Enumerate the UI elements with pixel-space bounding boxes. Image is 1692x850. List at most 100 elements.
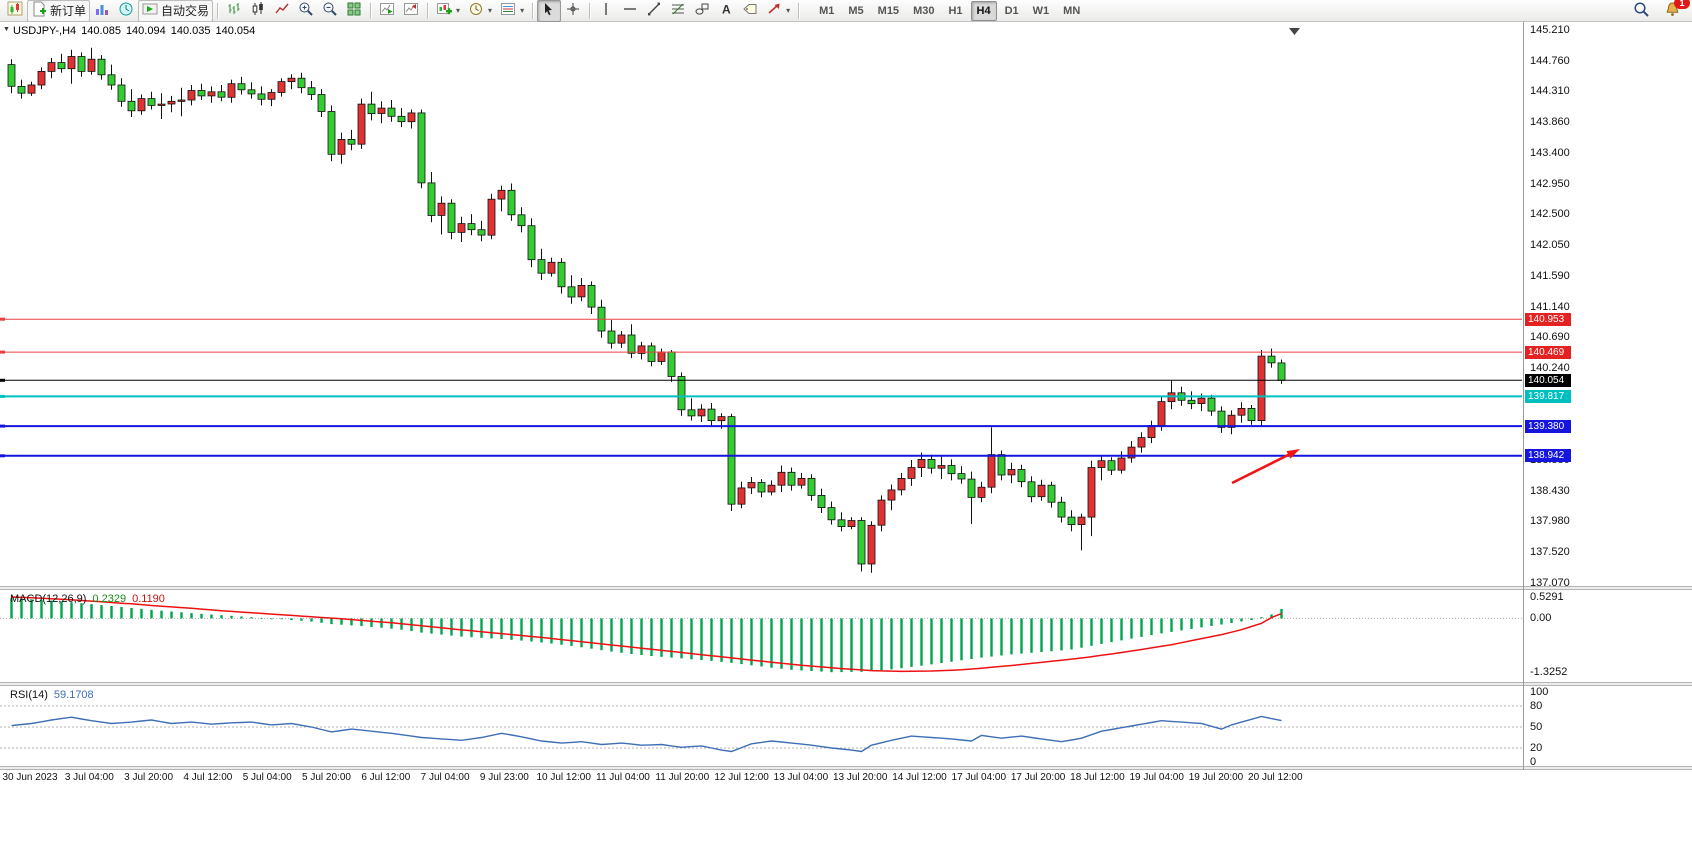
auto-scroll-icon: [379, 1, 395, 20]
time-axis-label: 5 Jul 20:00: [302, 772, 351, 783]
vertical-line-button[interactable]: [594, 0, 618, 22]
horizontal-lines: [0, 317, 1522, 458]
price-axis-label: 143.860: [1530, 115, 1570, 128]
pane-separators[interactable]: [0, 586, 1692, 770]
chevron-down-icon: ▾: [786, 6, 791, 15]
price-axis-label: 137.520: [1530, 546, 1570, 559]
toolbar-separator: [217, 2, 219, 19]
rsi-value: 59.1708: [53, 689, 94, 701]
line-anchor[interactable]: [0, 317, 5, 321]
market-watch-button[interactable]: [114, 0, 138, 22]
price-axis-label: 142.500: [1530, 208, 1570, 221]
timeframe-button-mn[interactable]: MN: [1063, 4, 1081, 17]
timeframe-button-m1[interactable]: M1: [819, 4, 835, 17]
macd-axis-label: 0.00: [1530, 612, 1552, 625]
toolbar-separator: [532, 2, 534, 19]
price-tag: 138.942: [1525, 449, 1571, 463]
search-icon: [1633, 1, 1650, 21]
rsi-line: [11, 715, 1282, 753]
time-axis-label: 9 Jul 23:00: [479, 772, 529, 783]
timeframe-button-m5[interactable]: M5: [848, 4, 864, 17]
tile-windows-icon: [346, 1, 362, 20]
crosshair-button[interactable]: [561, 0, 585, 22]
macd-name: MACD(12,26,9): [10, 593, 87, 605]
timeframe-button-w1[interactable]: W1: [1032, 4, 1050, 17]
timeframe-button-m15[interactable]: M15: [877, 4, 900, 17]
new-chart-icon: [436, 1, 453, 20]
timeframe-button-m30[interactable]: M30: [913, 4, 935, 17]
text-button[interactable]: A: [714, 0, 738, 22]
bars-chart-button[interactable]: [222, 0, 246, 22]
fibonacci-button[interactable]: [666, 0, 690, 22]
chevron-down-icon: ▾: [488, 6, 493, 15]
zoom-in-button[interactable]: [294, 0, 318, 22]
line-anchor[interactable]: [0, 378, 5, 382]
timeframe-button-h4[interactable]: H4: [970, 0, 997, 21]
trend-arrow-annotation[interactable]: [1231, 449, 1300, 485]
line-anchor[interactable]: [0, 350, 5, 354]
label-button[interactable]: [738, 0, 762, 22]
profiles-button[interactable]: [90, 0, 114, 22]
time-axis-label: 4 Jul 12:00: [183, 772, 233, 783]
notification-button[interactable]: 1: [1660, 0, 1690, 22]
collapse-ohlc-icon[interactable]: ▼: [3, 26, 10, 33]
zoom-out-button[interactable]: [318, 0, 342, 22]
auto-scroll-button[interactable]: [375, 0, 399, 22]
chart-shift-marker[interactable]: [1289, 28, 1300, 35]
trendline-button[interactable]: [642, 0, 666, 22]
bars-chart-icon: [226, 1, 242, 20]
rsi-level-lines: [0, 705, 1522, 749]
macd-main-value: 0.2329: [92, 593, 127, 605]
periods-button[interactable]: ▾: [464, 0, 496, 22]
chart-shift-icon: [403, 1, 419, 20]
time-axis-label: 11 Jul 04:00: [596, 772, 650, 783]
chart-shift-button[interactable]: [399, 0, 423, 22]
ohlc-low: 140.035: [170, 25, 211, 37]
price-axis-label: 140.690: [1530, 331, 1570, 344]
chart-app-button[interactable]: [3, 0, 27, 22]
toolbar-right: 1: [1629, 0, 1690, 22]
line-chart-button[interactable]: [270, 0, 294, 22]
price-axis-label: 144.760: [1530, 54, 1570, 67]
shapes-button[interactable]: [690, 0, 714, 22]
price-axis-label: 137.980: [1530, 515, 1570, 528]
price-axis-label: 140.240: [1530, 361, 1570, 374]
time-axis-label: 17 Jul 20:00: [1010, 772, 1066, 783]
time-axis-label: 14 Jul 12:00: [892, 772, 947, 783]
time-axis-label: 19 Jul 20:00: [1188, 772, 1244, 783]
horizontal-line-button[interactable]: [618, 0, 642, 22]
chevron-down-icon: ▾: [456, 6, 461, 15]
arrows-button[interactable]: ▾: [762, 0, 794, 22]
search-button[interactable]: [1629, 0, 1654, 22]
line-anchor[interactable]: [0, 454, 5, 458]
cursor-button[interactable]: [537, 0, 562, 22]
chart-app-icon: [7, 1, 23, 20]
chart-window: ▼ USDJPY-,H4 140.085 140.094 140.035 140.054…: [0, 22, 1692, 850]
timeframe-button-d1[interactable]: D1: [1004, 4, 1019, 17]
new-order-button[interactable]: 新订单: [27, 0, 91, 22]
time-axis-label: 17 Jul 04:00: [951, 772, 1007, 783]
time-axis-label: 3 Jul 04:00: [64, 772, 114, 783]
templates-button[interactable]: ▾: [496, 0, 528, 22]
price-axis-label: 145.210: [1530, 24, 1570, 36]
ohlc-high: 140.094: [125, 25, 166, 37]
time-axis-label: 20 Jul 12:00: [1248, 772, 1303, 783]
tile-windows-button[interactable]: [342, 0, 366, 22]
price-axis-label: 144.310: [1530, 85, 1570, 98]
candlestick-chart-button[interactable]: [246, 0, 270, 22]
time-axis-label: 3 Jul 20:00: [124, 772, 174, 783]
line-anchor[interactable]: [0, 394, 5, 398]
time-axis-label: 18 Jul 12:00: [1070, 772, 1125, 783]
crosshair-icon: [565, 1, 581, 20]
line-anchor[interactable]: [0, 424, 5, 428]
autotrading-button[interactable]: 自动交易: [138, 0, 214, 22]
autotrading-play-icon: [142, 1, 158, 20]
new-chart-button[interactable]: ▾: [432, 0, 464, 22]
chart-ohlc-header: USDJPY-,H4 140.085 140.094 140.035 140.054: [13, 25, 260, 37]
label-icon: [742, 1, 758, 20]
templates-icon: [500, 1, 516, 20]
market-watch-icon: [118, 1, 134, 20]
timeframe-button-h1[interactable]: H1: [948, 4, 963, 17]
macd-label: MACD(12,26,9) 0.2329 0.1190: [10, 593, 171, 605]
vertical-line-icon: [598, 1, 614, 20]
